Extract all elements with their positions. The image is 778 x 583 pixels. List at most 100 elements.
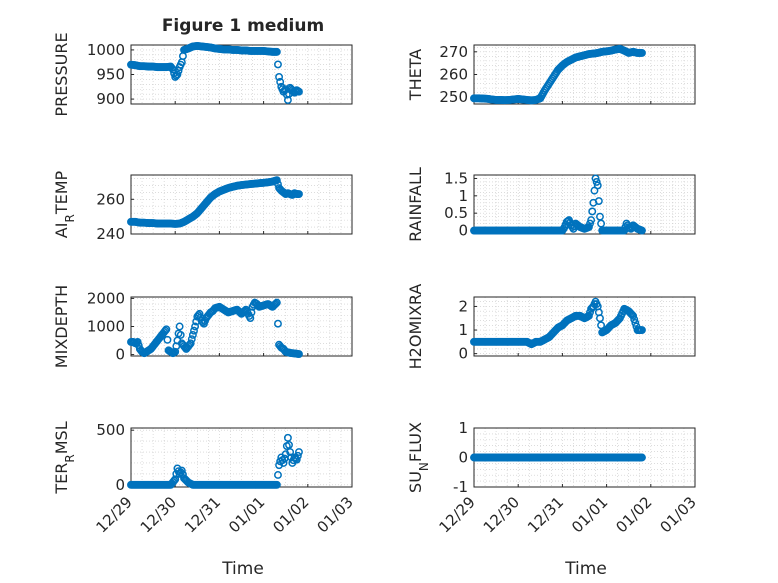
data-point: [272, 176, 281, 185]
data-point: [177, 466, 186, 475]
x-axis-label-left: Time: [221, 559, 264, 579]
axes-rainfall: 00.511.5 RAINFALL: [406, 167, 696, 242]
y-tick-label: 1: [458, 321, 468, 339]
data-point: [292, 455, 301, 464]
y-tick-label: 0: [115, 346, 125, 364]
axes-air_temp: 240 260 AIRTEMP: [52, 170, 353, 243]
data-point: [587, 216, 596, 225]
data-point: [285, 440, 293, 449]
data-point: [133, 338, 142, 346]
data-point: [175, 322, 184, 331]
y-tick-label: -1: [453, 478, 468, 496]
axes-box: [473, 174, 696, 235]
data-point: [239, 307, 248, 316]
data-point: [194, 311, 203, 320]
axes-box: [130, 174, 353, 235]
figure-title: Figure 1 medium: [162, 16, 324, 36]
data-point: [631, 319, 640, 327]
data-point: [176, 330, 185, 339]
y-axis-label: THETA: [406, 49, 425, 101]
axes-theta: 250 260 270 THETA: [406, 43, 696, 106]
data-point: [163, 335, 172, 344]
y-tick-label: 240: [96, 225, 125, 243]
data-point: [272, 298, 281, 307]
y-tick-label: 2: [458, 297, 468, 315]
axes-h2omixra: 0 1 2 H2OMIXRA: [406, 284, 696, 370]
data-point: [276, 77, 285, 86]
y-tick-label: 2000: [87, 289, 125, 307]
data-point: [195, 309, 204, 318]
data-point: [638, 48, 646, 57]
data-point: [630, 315, 639, 324]
axes-mixdepth: 0 1000 2000 MIXDEPTH: [52, 285, 353, 368]
y-tick-label: 950: [96, 66, 125, 84]
y-tick-label: 500: [96, 421, 125, 439]
data-point: [191, 322, 200, 331]
data-point: [173, 70, 182, 79]
y-axis-label: RAINFALL: [406, 167, 425, 242]
data-point: [638, 326, 646, 334]
plot-area: [474, 297, 695, 356]
y-tick-label: 1000: [87, 41, 125, 59]
data-point: [597, 321, 606, 330]
data-point: [186, 339, 195, 348]
y-axis-label: AIRTEMP: [52, 170, 77, 238]
y-tick-label: 260: [439, 66, 468, 84]
y-tick-label: 1: [458, 419, 468, 437]
data-point: [161, 326, 170, 335]
data-point: [188, 330, 197, 339]
data-point: [293, 451, 302, 460]
data-point: [593, 181, 602, 190]
y-axis-label: PRESSURE: [52, 32, 71, 116]
y-axis-label: TERRMSL: [52, 421, 77, 494]
y-tick-label: 1000: [87, 318, 125, 336]
data-point: [162, 325, 171, 334]
x-axis-label-right: Time: [564, 559, 607, 579]
data-point: [596, 314, 604, 323]
data-point: [286, 448, 295, 456]
y-tick-label: 1: [458, 187, 468, 205]
data-point: [588, 207, 597, 216]
data-point: [594, 197, 603, 205]
data-point: [591, 174, 600, 183]
y-tick-label: 0.5: [444, 204, 468, 222]
data-point: [283, 433, 292, 442]
data-point: [270, 300, 279, 309]
data-point: [190, 326, 198, 335]
data-point: [638, 453, 646, 462]
data-point: [274, 471, 282, 479]
y-tick-label: 270: [439, 43, 468, 61]
y-tick-label: 0: [458, 449, 468, 467]
data-point: [271, 299, 280, 308]
y-tick-label: 0: [115, 476, 125, 494]
axes-pressure: 900 950 1000 PRESSURE: [52, 32, 353, 117]
data-point: [295, 190, 303, 199]
y-tick-label: 900: [96, 90, 125, 108]
data-point: [187, 335, 196, 344]
data-point: [279, 459, 288, 467]
data-point: [272, 480, 281, 489]
data-point: [170, 476, 179, 485]
data-point: [584, 223, 593, 232]
data-point: [295, 350, 303, 358]
y-tick-label: 260: [96, 190, 125, 208]
plot-area: [131, 428, 352, 487]
y-tick-label: 1.5: [444, 169, 468, 187]
data-point: [584, 311, 593, 320]
y-axis-label: H2OMIXRA: [406, 284, 425, 370]
y-axis-label: MIXDEPTH: [52, 285, 71, 368]
data-point: [274, 60, 282, 69]
y-tick-label: 0: [458, 222, 468, 240]
data-point: [281, 450, 290, 459]
data-point: [274, 319, 282, 328]
y-tick-label: 0: [458, 345, 468, 363]
data-point: [275, 73, 284, 81]
y-axis-label: SUNFLUX: [406, 422, 431, 493]
data-point: [592, 177, 601, 186]
data-point: [171, 475, 180, 484]
data-point: [295, 87, 303, 96]
axes-box: [473, 296, 696, 357]
